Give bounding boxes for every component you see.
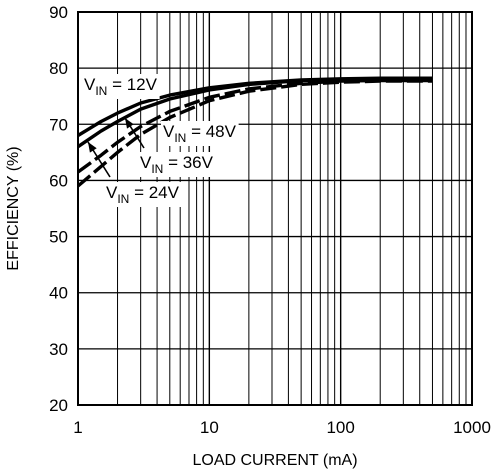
- series-line: [76, 79, 433, 188]
- y-tick-label: 80: [49, 59, 68, 78]
- y-tick-label: 60: [49, 171, 68, 190]
- plot-frame: [77, 11, 473, 406]
- series-label-background: [138, 152, 216, 177]
- y-tick-label: 50: [49, 228, 68, 247]
- x-tick-label: 100: [326, 418, 354, 437]
- y-tick-label: 70: [49, 115, 68, 134]
- y-axis-label: EFFICIENCY (%): [5, 146, 22, 270]
- series-label-background: [82, 74, 160, 99]
- series-label-background: [104, 182, 182, 207]
- x-tick-label: 10: [200, 418, 219, 437]
- x-tick-label: 1: [73, 418, 82, 437]
- series-label: VIN = 12V: [84, 75, 158, 98]
- x-tick-labels: 1 10 100 1000: [73, 418, 491, 437]
- series-label-background: [161, 121, 239, 146]
- series-annotations: VIN = 12V VIN = 24V VIN = 36V VIN = 48V: [82, 74, 239, 207]
- series-label: VIN = 24V: [106, 183, 180, 206]
- series-label: VIN = 48V: [163, 122, 237, 145]
- y-tick-label: 30: [49, 340, 68, 359]
- series-label: VIN = 36V: [140, 153, 214, 176]
- y-tick-label: 40: [49, 284, 68, 303]
- arrow-head: [88, 142, 97, 153]
- y-tick-labels: 20 30 40 50 60 70 80 90: [49, 3, 68, 415]
- chart-series-group: [76, 76, 433, 188]
- y-tick-label: 90: [49, 3, 68, 22]
- x-axis-label: LOAD CURRENT (mA): [192, 452, 357, 469]
- arrow-head: [125, 118, 134, 129]
- y-tick-label: 20: [49, 396, 68, 415]
- chart-grid: [78, 12, 472, 405]
- x-tick-label: 1000: [453, 418, 491, 437]
